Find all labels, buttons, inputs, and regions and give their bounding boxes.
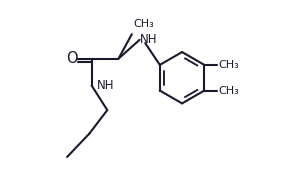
Text: NH: NH bbox=[97, 80, 115, 93]
Text: CH₃: CH₃ bbox=[133, 19, 154, 29]
Text: CH₃: CH₃ bbox=[219, 60, 239, 70]
Text: CH₃: CH₃ bbox=[219, 86, 239, 96]
Text: O: O bbox=[66, 51, 78, 66]
Text: NH: NH bbox=[140, 33, 158, 46]
